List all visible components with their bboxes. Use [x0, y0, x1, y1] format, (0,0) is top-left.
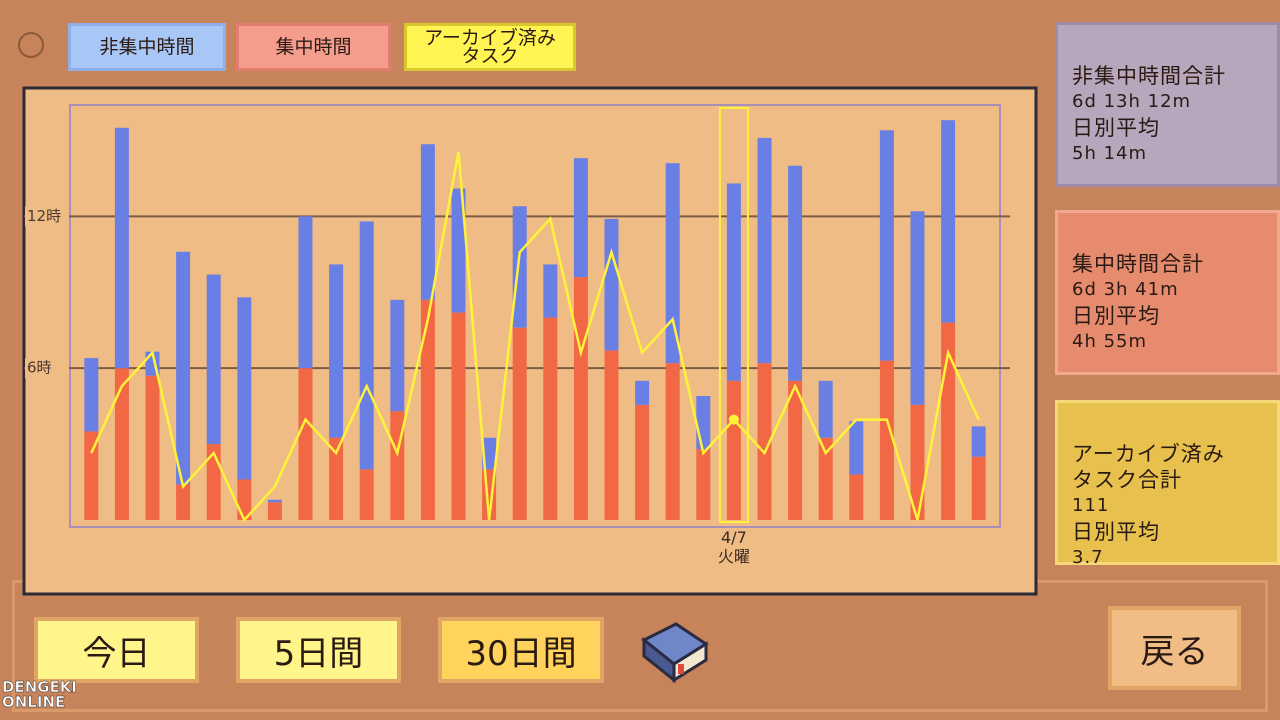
bar: [176, 484, 191, 520]
bar: [818, 380, 833, 438]
range-button[interactable]: 5日間: [236, 617, 401, 683]
bar: [910, 211, 925, 405]
bar: [390, 299, 405, 412]
bar: [237, 297, 252, 480]
panel-title: アーカイブ済み タスク合計: [1072, 442, 1225, 492]
bar: [420, 299, 435, 520]
bar: [114, 368, 129, 520]
bar: [512, 206, 527, 328]
chart-frame: [22, 86, 1038, 596]
bar: [84, 431, 99, 520]
bar: [757, 137, 772, 364]
bar: [604, 350, 619, 520]
book-icon[interactable]: [638, 620, 710, 686]
panel-title: 集中時間合計: [1072, 252, 1204, 276]
tick-label-bg: [25, 358, 69, 379]
panel-title: 非集中時間合計: [1072, 64, 1226, 88]
bar: [849, 421, 864, 475]
bar: [696, 449, 711, 520]
bar: [543, 317, 558, 520]
bar: [359, 221, 374, 470]
bar: [726, 380, 741, 520]
range-button[interactable]: 今日: [34, 617, 199, 683]
bar: [206, 274, 221, 445]
stat-panel: アーカイブ済み タスク合計 111 日別平均 3.7: [1055, 400, 1280, 568]
back-button[interactable]: 戻る: [1108, 606, 1241, 690]
bar: [329, 437, 344, 520]
y-tick-label: 12時: [27, 207, 61, 225]
bar: [635, 380, 650, 405]
line: [90, 151, 980, 523]
bar: [971, 426, 986, 457]
bar: [114, 127, 129, 369]
bar: [696, 396, 711, 450]
bar: [145, 375, 160, 520]
panel-avg-label: 日別平均: [1072, 520, 1160, 544]
line-point: [728, 414, 739, 425]
x-tick-label: 4/7 火曜: [717, 528, 750, 566]
panel-avg: 3.7: [1072, 547, 1104, 568]
panel-total: 111: [1072, 495, 1110, 516]
legend-chip[interactable]: アーカイブ済み タスク: [404, 23, 576, 71]
bar: [420, 144, 435, 300]
bar: [543, 264, 558, 318]
bar: [573, 158, 588, 278]
bar: [267, 502, 282, 520]
watermark: DENGEKI ONLINE: [2, 678, 78, 711]
bar: [941, 120, 956, 323]
bar: [451, 312, 466, 520]
bar: [298, 216, 313, 369]
bar: [451, 188, 466, 313]
bar: [176, 251, 191, 485]
bar: [788, 165, 803, 381]
panel-avg: 5h 14m: [1072, 143, 1148, 164]
bar: [665, 163, 680, 364]
panel-total: 6d 13h 12m: [1072, 91, 1192, 112]
bar: [910, 404, 925, 520]
bar: [573, 277, 588, 520]
stat-panel: 非集中時間合計 6d 13h 12m 日別平均 5h 14m: [1055, 22, 1280, 187]
stat-panel: 集中時間合計 6d 3h 41m 日別平均 4h 55m: [1055, 210, 1280, 375]
bar: [84, 358, 99, 432]
bar: [879, 130, 894, 361]
bar: [879, 360, 894, 520]
plot-area: [69, 104, 1001, 528]
bar: [788, 380, 803, 520]
bar: [757, 363, 772, 520]
bar: [971, 456, 986, 520]
bar: [298, 368, 313, 520]
bar: [329, 264, 344, 438]
bar: [849, 474, 864, 520]
range-button[interactable]: 30日間: [438, 617, 604, 683]
chart: 6時 12時: [22, 86, 1038, 596]
panel-total: 6d 3h 41m: [1072, 279, 1179, 300]
bar: [665, 363, 680, 520]
bar: [359, 469, 374, 520]
bar: [726, 183, 741, 381]
bar: [604, 218, 619, 351]
y-tick-label: 6時: [27, 359, 52, 377]
bar: [818, 437, 833, 520]
panel-avg-label: 日別平均: [1072, 304, 1160, 328]
settings-icon[interactable]: [18, 32, 44, 58]
selection-highlight: [718, 107, 749, 523]
bar: [635, 404, 650, 520]
panel-avg-label: 日別平均: [1072, 116, 1160, 140]
legend-chip[interactable]: 非集中時間: [68, 23, 226, 71]
legend-chip[interactable]: 集中時間: [236, 23, 391, 71]
bar: [512, 327, 527, 520]
tick-label-bg: [25, 206, 69, 227]
bar: [482, 437, 497, 470]
panel-avg: 4h 55m: [1072, 331, 1148, 352]
bar: [267, 499, 282, 503]
